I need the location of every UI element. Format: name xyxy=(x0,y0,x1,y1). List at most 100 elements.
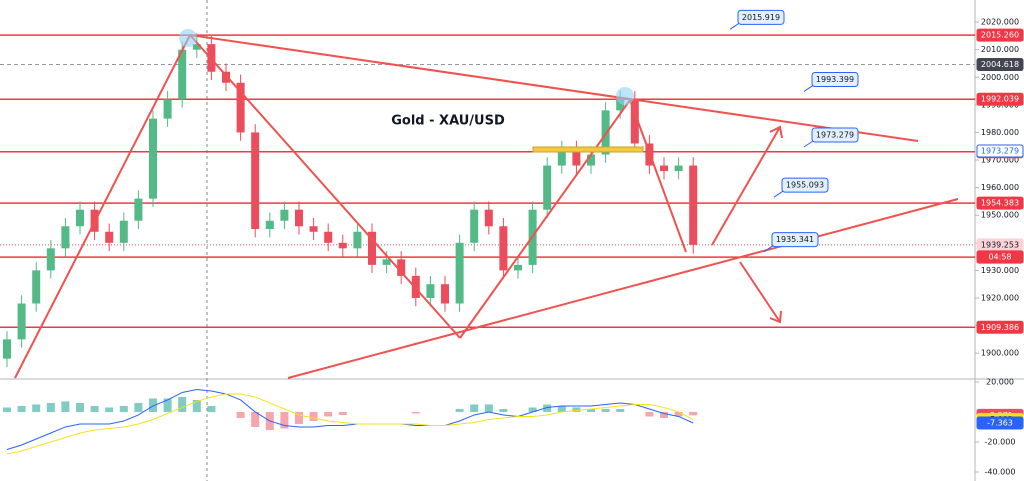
candle-body xyxy=(470,209,479,243)
candle-body xyxy=(630,99,639,144)
chart-title: Gold - XAU/USD xyxy=(391,114,505,129)
arrow xyxy=(711,126,781,246)
candle-body xyxy=(46,248,55,271)
candle-body xyxy=(3,339,11,359)
histogram-bar xyxy=(251,411,260,427)
callout-box xyxy=(811,127,859,143)
candle-body xyxy=(222,71,230,83)
level-label-bg xyxy=(976,28,1024,42)
macd-tick-label: -20.000 xyxy=(985,437,1016,446)
histogram-bar xyxy=(46,402,55,412)
candle-body xyxy=(163,99,172,119)
histogram-bar xyxy=(105,407,114,412)
histogram-bar xyxy=(572,407,581,412)
countdown-bg xyxy=(976,250,1024,264)
trend-line xyxy=(189,34,919,142)
macd-tick-label: 20.000 xyxy=(986,377,1014,386)
candle-body xyxy=(280,209,289,221)
marker-level-label: 1973.279 xyxy=(981,146,1019,155)
candle-body xyxy=(265,220,274,230)
candle-body xyxy=(134,198,143,221)
candle-body xyxy=(251,132,260,230)
candle-body xyxy=(382,259,391,265)
candle-body xyxy=(119,220,128,243)
y-tick-label: 2020.000 xyxy=(981,18,1019,27)
callout-box xyxy=(811,71,859,87)
candle-body xyxy=(17,303,26,340)
callout-box xyxy=(771,232,819,248)
macd-line xyxy=(6,388,694,450)
trend-line xyxy=(14,34,191,379)
level-label-bg xyxy=(976,92,1024,106)
level-label-bg xyxy=(976,196,1024,210)
resistance-zone xyxy=(532,146,644,153)
y-tick-label: 1980.000 xyxy=(981,128,1019,137)
histogram-bar xyxy=(338,411,347,415)
histogram-bar xyxy=(660,411,668,418)
candle-body xyxy=(674,165,683,172)
candle-body xyxy=(587,154,595,166)
callout-box xyxy=(781,177,829,193)
y-tick-label: 2000.000 xyxy=(981,73,1019,82)
level-label: 2015.260 xyxy=(981,31,1019,40)
callout-label: 2015.919 xyxy=(742,13,780,22)
histogram-bar xyxy=(134,402,143,412)
callout-label: 1955.093 xyxy=(786,181,824,190)
histogram-bar xyxy=(207,405,216,412)
candle-body xyxy=(178,49,187,100)
drawings xyxy=(14,34,959,379)
callout-label: 1935.341 xyxy=(776,235,814,244)
histogram-bar xyxy=(616,408,625,412)
histogram-bar xyxy=(543,404,552,412)
candle-body xyxy=(324,231,333,243)
candle-body xyxy=(557,148,566,166)
dashed-level-label: 2004.618 xyxy=(981,60,1019,69)
candle-body xyxy=(338,242,347,249)
histogram-bar xyxy=(90,405,99,412)
histogram-bar xyxy=(280,411,289,429)
histogram-bar xyxy=(528,407,537,412)
marker-level-label-bg xyxy=(976,144,1024,158)
candle-body xyxy=(105,231,114,243)
candle-body xyxy=(499,226,508,271)
candle-body xyxy=(426,284,435,298)
histogram-bar xyxy=(178,396,187,412)
histogram-bar xyxy=(484,404,493,412)
histogram-bar xyxy=(119,405,128,412)
callout-label: 1973.279 xyxy=(816,130,854,139)
trend-line xyxy=(629,99,687,253)
histogram-bar xyxy=(411,411,420,414)
candle-body xyxy=(455,242,464,304)
arrow xyxy=(739,261,781,323)
histogram-bar xyxy=(601,408,610,412)
candle-body xyxy=(514,264,522,271)
histogram-bar xyxy=(557,405,566,412)
histogram-bar xyxy=(192,399,201,412)
trend-line xyxy=(189,34,461,339)
candle-body xyxy=(192,44,201,50)
y-tick-label: 1920.000 xyxy=(981,293,1019,302)
histogram-bar xyxy=(17,405,26,412)
trend-line xyxy=(459,99,631,339)
candle-body xyxy=(689,165,698,245)
dashed-level-label-bg xyxy=(976,58,1024,72)
candle-body xyxy=(32,270,41,304)
histogram-bar xyxy=(499,408,508,412)
histogram-bar xyxy=(163,398,172,412)
macd-tick-label: -40.000 xyxy=(985,467,1016,476)
histogram-bar xyxy=(61,401,70,412)
trend-line xyxy=(287,198,959,379)
histogram-bar xyxy=(32,404,41,412)
histogram-bar xyxy=(645,411,654,417)
candle-body xyxy=(295,209,303,227)
histogram-bar xyxy=(689,411,698,416)
peak-highlight xyxy=(616,87,634,105)
histogram-bar xyxy=(149,398,157,412)
candle-body xyxy=(397,259,406,276)
signal-line xyxy=(6,393,694,455)
arrow-head xyxy=(769,310,782,324)
y-tick-label: 1900.000 xyxy=(981,349,1019,358)
candle-body xyxy=(572,148,581,166)
histogram-bar xyxy=(76,402,84,412)
